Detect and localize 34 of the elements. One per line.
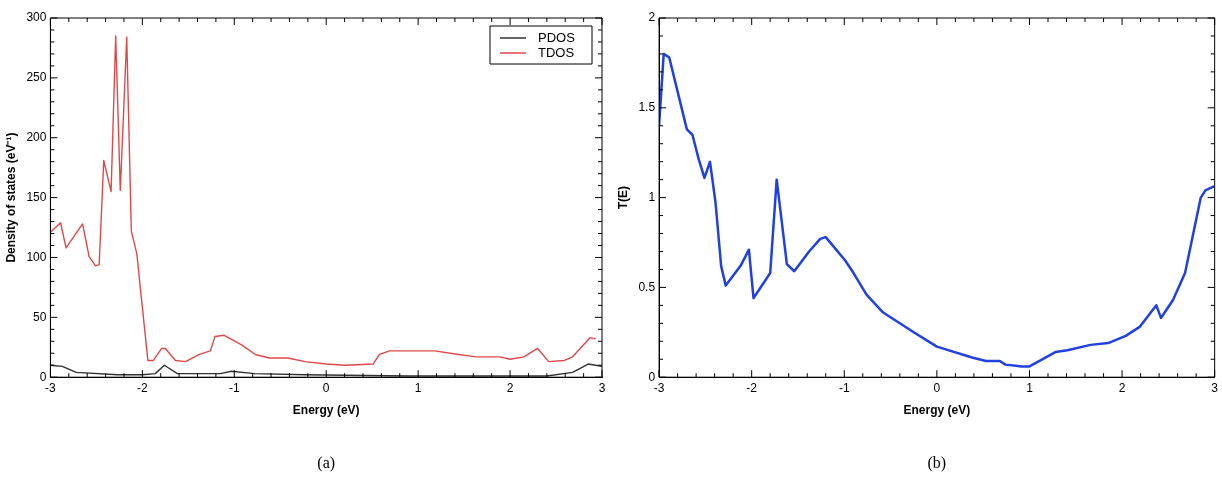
x-tick-label: -1: [838, 380, 850, 395]
x-tick-label: 0: [933, 380, 941, 395]
x-axis-title: Energy (eV): [292, 403, 360, 418]
x-tick-label: -3: [45, 380, 57, 395]
y-tick-label: 1.5: [638, 100, 656, 115]
x-tick-label: -3: [653, 380, 665, 395]
y-tick-label: 0.5: [638, 279, 656, 294]
x-tick-label: 1: [1026, 380, 1034, 395]
x-tick-label: 3: [598, 380, 606, 395]
y-tick-label: 1: [648, 189, 656, 204]
y-tick-label: 2: [648, 10, 656, 25]
y-tick-label: 0: [39, 369, 47, 384]
x-tick-label: -2: [746, 380, 758, 395]
y-tick-label: 0: [648, 369, 656, 384]
text: (a): [317, 454, 336, 473]
y-axis-title: Density of states (eV⁻¹): [3, 132, 18, 263]
y-tick-label: 300: [26, 10, 47, 25]
x-tick-label: 2: [506, 380, 514, 395]
x-tick-label: -2: [137, 380, 149, 395]
x-tick-label: 0: [322, 380, 330, 395]
legend-label: PDOS: [538, 29, 576, 45]
y-tick-label: 200: [26, 130, 47, 145]
x-tick-label: 2: [1118, 380, 1126, 395]
x-tick-label: 3: [1211, 380, 1219, 395]
y-tick-label: 250: [26, 70, 47, 85]
x-tick-label: -1: [228, 380, 240, 395]
y-axis-title: T(E): [615, 185, 630, 210]
y-tick-label: 50: [33, 309, 47, 324]
legend-label: TDOS: [538, 44, 575, 60]
y-tick-label: 150: [26, 189, 47, 204]
x-tick-label: 1: [414, 380, 422, 395]
text: (b): [927, 454, 947, 473]
x-axis-title: Energy (eV): [903, 403, 971, 418]
y-tick-label: 100: [26, 249, 47, 264]
